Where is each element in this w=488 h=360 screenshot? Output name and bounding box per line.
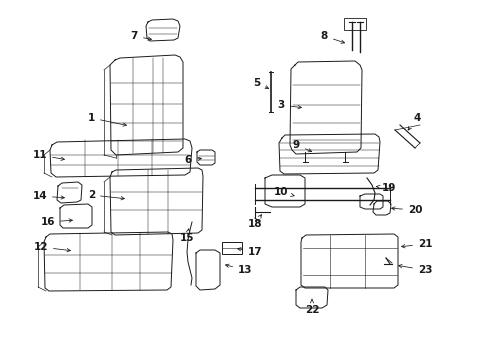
Text: 15: 15 [179,229,194,243]
Text: 11: 11 [32,150,64,161]
Text: 16: 16 [41,217,72,227]
Text: 21: 21 [401,239,431,249]
Text: 2: 2 [87,190,124,200]
Text: 10: 10 [273,187,294,197]
Text: 17: 17 [237,247,262,257]
Text: 6: 6 [184,155,201,165]
Text: 19: 19 [376,183,396,193]
Text: 7: 7 [130,31,151,41]
Text: 1: 1 [87,113,126,126]
Text: 4: 4 [407,113,420,130]
Text: 8: 8 [320,31,344,43]
Text: 12: 12 [34,242,70,252]
Text: 20: 20 [391,205,422,215]
Text: 22: 22 [304,299,319,315]
Bar [222,242,242,254]
Text: 13: 13 [225,264,252,275]
Text: 14: 14 [32,191,64,201]
Text: 5: 5 [252,78,268,89]
Text: 3: 3 [277,100,301,110]
Bar [343,18,365,30]
Text: 9: 9 [292,140,311,152]
Text: 23: 23 [398,265,431,275]
Text: 18: 18 [247,215,262,229]
